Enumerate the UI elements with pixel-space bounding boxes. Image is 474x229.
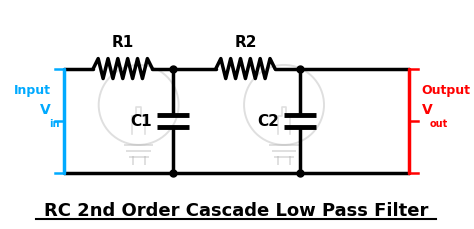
Text: Input: Input (14, 83, 51, 96)
Text: C1: C1 (131, 114, 152, 129)
Text: Output: Output (422, 83, 471, 96)
Text: R1: R1 (112, 35, 134, 50)
Text: in: in (49, 118, 59, 128)
Text: V: V (422, 103, 432, 117)
Text: R2: R2 (234, 35, 257, 50)
Text: RC 2nd Order Cascade Low Pass Filter: RC 2nd Order Cascade Low Pass Filter (44, 202, 428, 219)
Text: C2: C2 (257, 114, 280, 129)
Text: out: out (429, 118, 447, 128)
Text: V: V (40, 103, 51, 117)
